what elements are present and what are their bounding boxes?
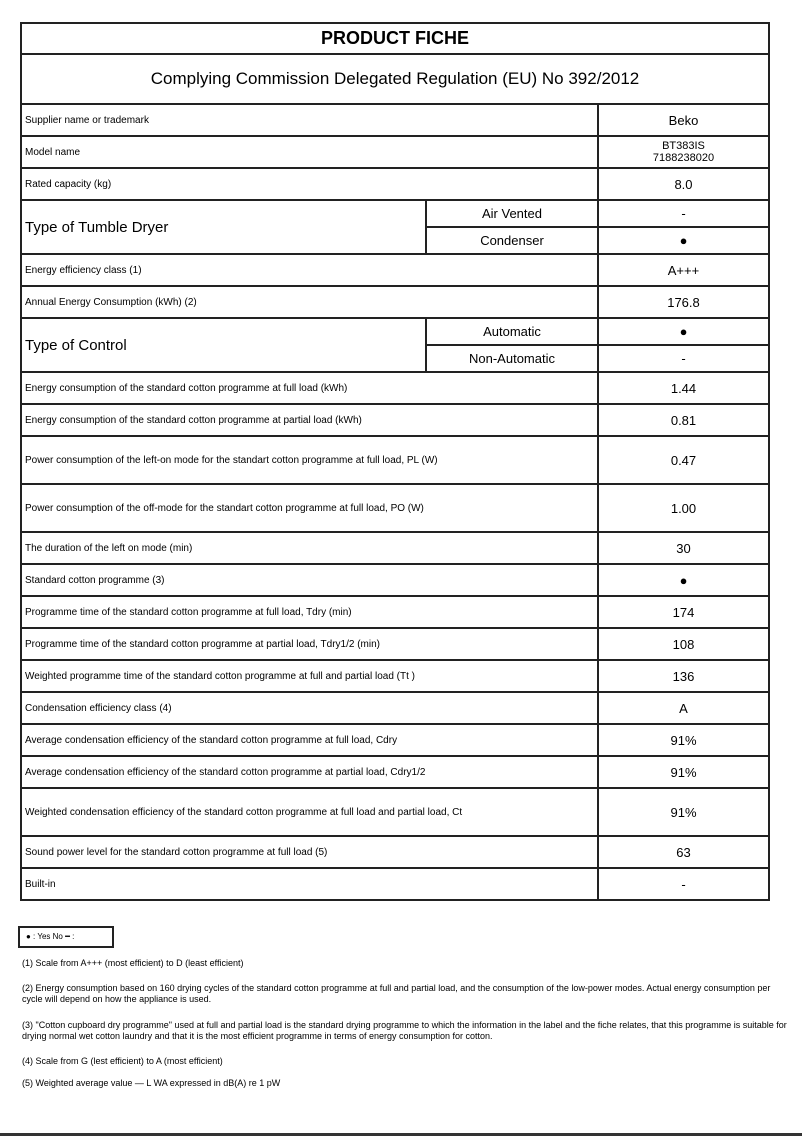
page-title: PRODUCT FICHE: [20, 22, 770, 55]
table-row: Power consumption of the off-mode for th…: [20, 483, 770, 533]
option-value: ●: [597, 226, 770, 255]
table-row: Type of Tumble Dryer Air Vented -: [20, 199, 770, 255]
table-row: Condenser ●: [21, 226, 770, 255]
table-row: Non-Automatic -: [21, 344, 770, 373]
table-row: The duration of the left on mode (min) 30: [20, 531, 770, 565]
table-row: Supplier name or trademark Beko: [20, 103, 770, 137]
row-value: -: [597, 867, 770, 901]
option-label: Non-Automatic: [425, 344, 599, 373]
row-value: Beko: [597, 103, 770, 137]
row-value: A: [597, 691, 770, 725]
row-label: Built-in: [20, 867, 599, 901]
row-label: Power consumption of the left-on mode fo…: [20, 435, 599, 485]
row-value: 108: [597, 627, 770, 661]
row-value: 1.44: [597, 371, 770, 405]
row-label: Sound power level for the standard cotto…: [20, 835, 599, 869]
footnote: (1) Scale from A+++ (most efficient) to …: [22, 958, 244, 968]
table-row: Weighted programme time of the standard …: [20, 659, 770, 693]
table-row: Sound power level for the standard cotto…: [20, 835, 770, 869]
option-label: Air Vented: [425, 199, 599, 228]
row-label: Average condensation efficiency of the s…: [20, 723, 599, 757]
row-label: Energy efficiency class (1): [20, 253, 599, 287]
option-label: Condenser: [425, 226, 599, 255]
footnote: (5) Weighted average value — L WA expres…: [22, 1078, 281, 1088]
table-row: Type of Control Automatic ●: [20, 317, 770, 373]
divider: [0, 1133, 802, 1136]
product-fiche-table: PRODUCT FICHE Complying Commission Deleg…: [20, 22, 770, 901]
footnote: (4) Scale from G (lest efficient) to A (…: [22, 1056, 223, 1066]
option-value: -: [597, 344, 770, 373]
row-label: Weighted condensation efficiency of the …: [20, 787, 599, 837]
row-value: 8.0: [597, 167, 770, 201]
table-row: Model name BT383IS 7188238020: [20, 135, 770, 169]
table-row: Annual Energy Consumption (kWh) (2) 176.8: [20, 285, 770, 319]
table-row: Built-in -: [20, 867, 770, 901]
row-label: Energy consumption of the standard cotto…: [20, 371, 599, 405]
row-label: Power consumption of the off-mode for th…: [20, 483, 599, 533]
row-value: 174: [597, 595, 770, 629]
table-row: Energy consumption of the standard cotto…: [20, 371, 770, 405]
table-row: Condensation efficiency class (4) A: [20, 691, 770, 725]
table-row: Programme time of the standard cotton pr…: [20, 627, 770, 661]
footnote: (3) "Cotton cupboard dry programme" used…: [22, 1020, 787, 1041]
option-value: ●: [597, 317, 770, 346]
table-row: Energy consumption of the standard cotto…: [20, 403, 770, 437]
legend-box: ● : Yes No ━ :: [18, 926, 114, 948]
row-label: Rated capacity (kg): [20, 167, 599, 201]
row-label: Type of Tumble Dryer: [20, 199, 427, 255]
row-label: Average condensation efficiency of the s…: [20, 755, 599, 789]
row-value: A+++: [597, 253, 770, 287]
table-row: Average condensation efficiency of the s…: [20, 755, 770, 789]
regulation-subtitle: Complying Commission Delegated Regulatio…: [20, 53, 770, 105]
table-row: Rated capacity (kg) 8.0: [20, 167, 770, 201]
row-label: Energy consumption of the standard cotto…: [20, 403, 599, 437]
row-label: Annual Energy Consumption (kWh) (2): [20, 285, 599, 319]
row-value: 63: [597, 835, 770, 869]
row-label: Programme time of the standard cotton pr…: [20, 627, 599, 661]
row-label: Standard cotton programme (3): [20, 563, 599, 597]
row-label: Type of Control: [20, 317, 427, 373]
table-row: Weighted condensation efficiency of the …: [20, 787, 770, 837]
row-value: 1.00: [597, 483, 770, 533]
row-value: 176.8: [597, 285, 770, 319]
row-value: 91%: [597, 723, 770, 757]
row-value: 91%: [597, 787, 770, 837]
row-label: The duration of the left on mode (min): [20, 531, 599, 565]
option-label: Automatic: [425, 317, 599, 346]
row-label: Weighted programme time of the standard …: [20, 659, 599, 693]
row-value: 136: [597, 659, 770, 693]
row-value: 0.81: [597, 403, 770, 437]
table-row: Average condensation efficiency of the s…: [20, 723, 770, 757]
row-label: Programme time of the standard cotton pr…: [20, 595, 599, 629]
row-label: Model name: [20, 135, 599, 169]
option-value: -: [597, 199, 770, 228]
row-label: Condensation efficiency class (4): [20, 691, 599, 725]
table-row: Energy efficiency class (1) A+++: [20, 253, 770, 287]
table-row: Power consumption of the left-on mode fo…: [20, 435, 770, 485]
table-row: Standard cotton programme (3) ●: [20, 563, 770, 597]
row-value: 0.47: [597, 435, 770, 485]
row-value: ●: [597, 563, 770, 597]
row-value: BT383IS 7188238020: [597, 135, 770, 169]
row-value: 91%: [597, 755, 770, 789]
table-row: Programme time of the standard cotton pr…: [20, 595, 770, 629]
row-label: Supplier name or trademark: [20, 103, 599, 137]
row-value: 30: [597, 531, 770, 565]
footnote: (2) Energy consumption based on 160 dryi…: [22, 983, 771, 1004]
